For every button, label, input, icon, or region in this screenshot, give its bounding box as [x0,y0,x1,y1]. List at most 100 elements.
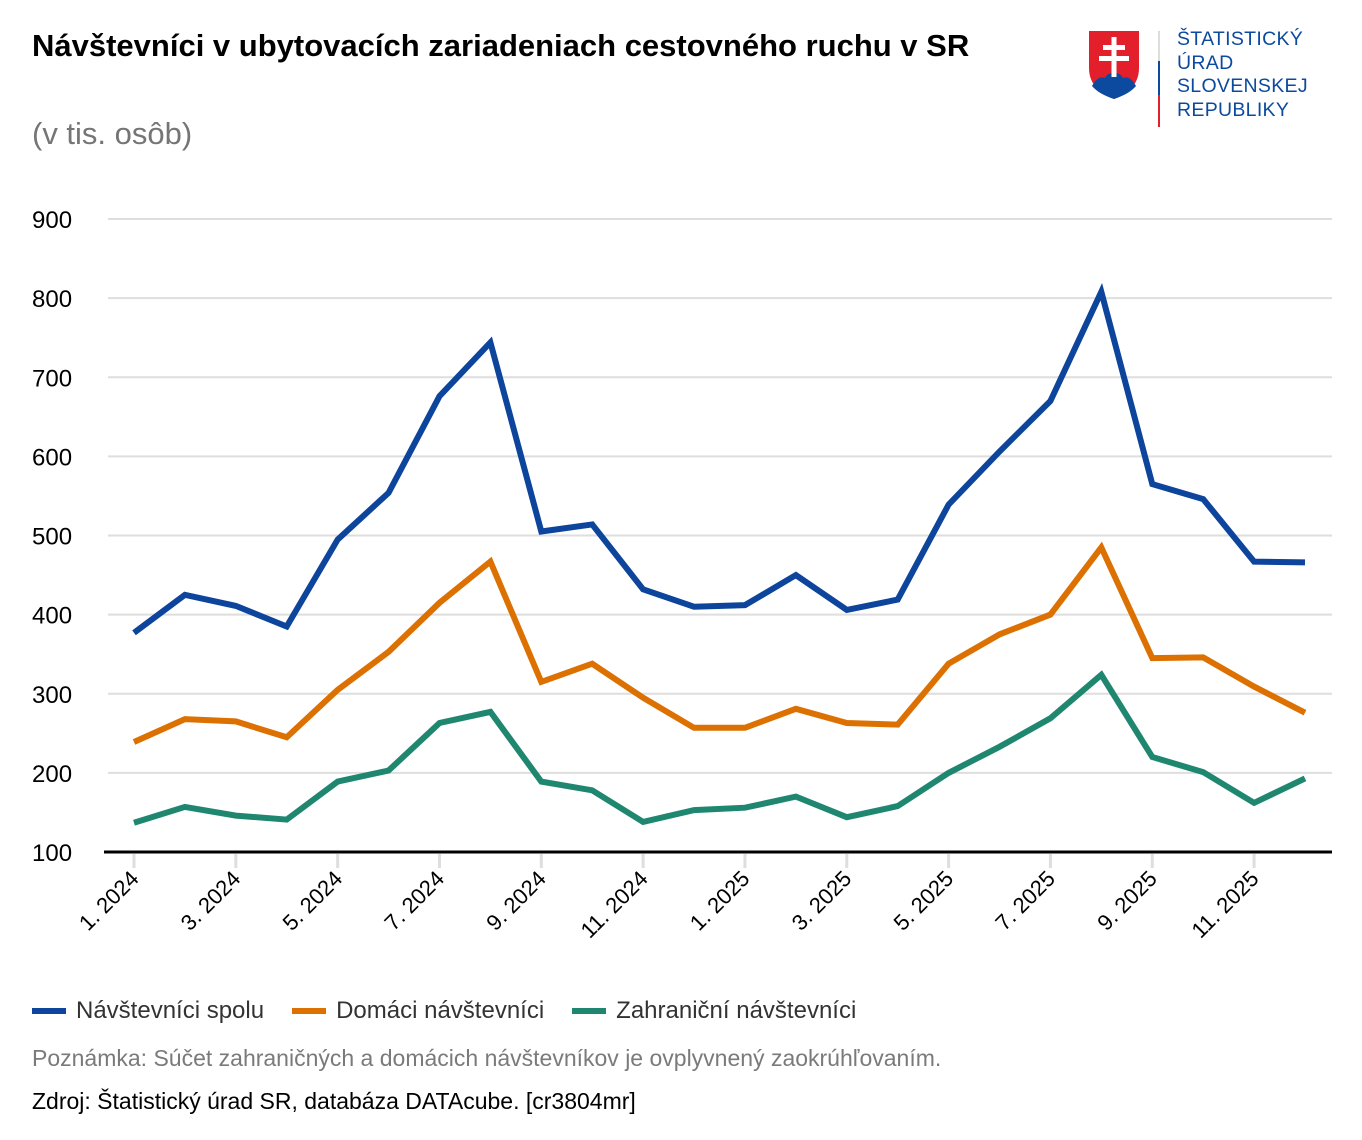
data-point[interactable] [946,770,952,776]
legend-swatch-domestic [292,1008,327,1014]
data-point[interactable] [1149,754,1155,760]
logo-line: ÚRAD [1177,51,1234,74]
data-point[interactable] [436,600,442,606]
data-point[interactable] [1047,612,1053,618]
data-point[interactable] [284,734,290,740]
data-point[interactable] [640,586,646,592]
x-tick-label: 9. 2024 [481,866,551,936]
legend-swatch-total [32,1008,66,1014]
legend-label-total: Návštevníci spolu [76,997,265,1024]
data-point[interactable] [436,393,442,399]
series-line-domestic[interactable] [132,541,1307,745]
data-point[interactable] [233,813,239,819]
data-point[interactable] [1251,559,1257,565]
data-point[interactable] [1200,769,1206,775]
data-point[interactable] [691,725,697,731]
data-point[interactable] [895,722,901,728]
data-point[interactable] [997,631,1003,637]
data-point[interactable] [538,679,544,685]
data-point[interactable] [895,597,901,603]
data-point[interactable] [1302,775,1308,781]
data-point[interactable] [691,604,697,610]
data-point[interactable] [487,709,493,715]
series-line-foreign[interactable] [133,670,1307,826]
legend-item-total[interactable]: Návštevníci spolu [32,997,264,1025]
data-point[interactable] [233,603,239,609]
gridlines [108,218,1332,774]
data-point[interactable] [1047,398,1053,404]
x-tick-label: 5. 2024 [278,866,348,936]
data-point[interactable] [1302,559,1308,565]
data-point[interactable] [589,787,595,793]
data-point[interactable] [538,529,544,535]
data-point[interactable] [487,559,493,565]
data-point[interactable] [793,706,799,712]
data-point[interactable] [1149,655,1155,661]
data-point[interactable] [1098,289,1104,295]
data-point[interactable] [1098,544,1104,550]
data-point[interactable] [1251,684,1257,690]
data-point[interactable] [131,739,137,745]
data-point[interactable] [1200,496,1206,502]
data-point[interactable] [233,718,239,724]
data-point[interactable] [131,820,137,826]
y-tick-label: 600 [32,444,72,471]
data-point[interactable] [1149,481,1155,487]
data-point[interactable] [742,805,748,811]
data-point[interactable] [997,744,1003,750]
data-point[interactable] [589,661,595,667]
legend-item-domestic[interactable]: Domáci návštevníci [292,997,544,1025]
data-point[interactable] [1200,654,1206,660]
data-point[interactable] [793,572,799,578]
data-point[interactable] [335,687,341,693]
legend: Návštevníci spolu Domáci návštevníci Zah… [32,997,884,1025]
y-tick-label: 400 [32,603,72,630]
data-point[interactable] [335,536,341,542]
data-point[interactable] [895,803,901,809]
data-point[interactable] [182,592,188,598]
series-line-total[interactable] [132,283,1306,636]
data-point[interactable] [793,794,799,800]
data-point[interactable] [386,768,392,774]
x-tick-label: 3. 2025 [787,866,857,936]
x-tick-label: 1. 2024 [74,866,144,936]
data-point[interactable] [538,779,544,785]
data-point[interactable] [131,630,137,636]
x-tick-label: 3. 2024 [176,866,246,936]
data-point[interactable] [1302,710,1308,716]
data-point[interactable] [589,521,595,527]
data-point[interactable] [182,716,188,722]
data-point[interactable] [640,819,646,825]
data-point[interactable] [386,649,392,655]
legend-item-foreign[interactable]: Zahraniční návštevníci [572,997,856,1025]
data-point[interactable] [284,817,290,823]
data-point[interactable] [640,695,646,701]
susr-logo [1089,31,1160,127]
data-point[interactable] [997,449,1003,455]
x-tick-label: 11. 2024 [576,866,653,943]
data-point[interactable] [436,720,442,726]
data-point[interactable] [182,804,188,810]
data-point[interactable] [386,490,392,496]
data-point[interactable] [946,502,952,508]
data-point[interactable] [844,720,850,726]
data-point[interactable] [946,661,952,667]
x-tick-label: 9. 2025 [1092,866,1162,936]
data-point[interactable] [487,339,493,345]
footnote: Poznámka: Súčet zahraničných a domácich … [32,1045,942,1071]
x-tick-label: 7. 2025 [990,866,1060,936]
data-point[interactable] [742,602,748,608]
series-lines [131,283,1308,826]
data-point[interactable] [284,623,290,629]
data-point[interactable] [335,779,341,785]
data-point[interactable] [742,725,748,731]
x-tick-label: 7. 2024 [379,866,449,936]
data-point[interactable] [1047,715,1053,721]
y-tick-label: 100 [32,840,72,867]
data-point[interactable] [844,607,850,613]
legend-swatch-foreign [572,1008,607,1014]
data-point[interactable] [844,814,850,820]
data-point[interactable] [1251,800,1257,806]
data-point[interactable] [691,807,697,813]
data-point[interactable] [1098,672,1104,678]
